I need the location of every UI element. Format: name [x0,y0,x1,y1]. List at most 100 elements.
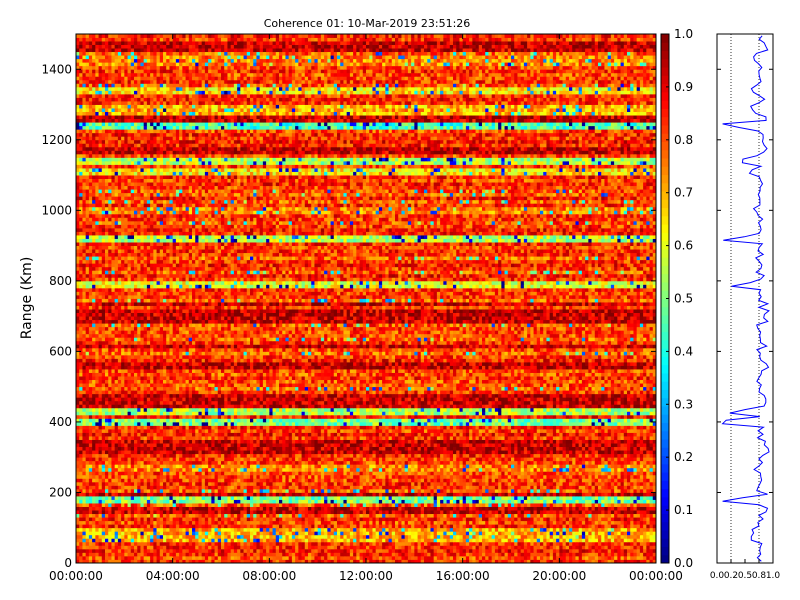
heatmap-cell [649,471,654,476]
heatmap-cell [546,474,551,479]
heatmap-cell [175,545,180,550]
heatmap-cell [285,545,290,550]
heatmap-cell [601,488,605,493]
heatmap-cell [652,485,657,490]
heatmap-cell [366,506,370,511]
heatmap-cell [279,520,283,525]
heatmap-cell [601,541,605,546]
heatmap-cell [272,488,277,493]
heatmap-cell [417,481,422,486]
heatmap-cell [578,513,583,518]
heatmap-cell [398,545,402,550]
heatmap-cell [240,478,244,483]
heatmap-cell [523,541,528,546]
heatmap-cell [465,527,470,532]
heatmap-cell [398,495,402,500]
heatmap-cell [108,495,112,500]
heatmap-cell [440,503,444,507]
heatmap-cell [349,464,354,469]
heatmap-cell [85,474,90,479]
heatmap-cell [166,474,170,479]
heatmap-cell [137,510,141,515]
heatmap-cell [562,538,567,543]
heatmap-cell [411,527,415,532]
heatmap-cell [511,534,515,539]
heatmap-cell [121,499,125,504]
heatmap-cell [369,527,373,532]
heatmap-cell [498,510,502,515]
heatmap-cell [301,527,306,532]
heatmap-cell [137,492,141,497]
heatmap-cell [511,474,515,479]
heatmap-cell [494,510,499,515]
heatmap-cell [163,492,167,497]
heatmap-cell [330,495,335,500]
heatmap-cell [330,517,335,522]
heatmap-cell [639,492,644,497]
heatmap-cell [150,555,154,560]
heatmap-cell [527,510,531,515]
heatmap-cell [639,481,644,486]
heatmap-cell [430,471,435,476]
heatmap-cell [417,538,422,543]
heatmap-cell [424,467,428,472]
heatmap-cell [237,559,241,564]
heatmap-cell [182,513,186,518]
heatmap-cell [514,538,518,543]
heatmap-cell [646,513,650,518]
heatmap-cell [465,548,470,553]
heatmap-cell [472,552,476,557]
heatmap-cell [407,531,412,536]
heatmap-cell [536,506,541,511]
heatmap-cell [581,488,586,493]
heatmap-cell [430,488,435,493]
heatmap-cell [163,548,167,553]
heatmap-cell [285,548,290,553]
heatmap-cell [275,538,280,543]
heatmap-cell [536,492,541,497]
heatmap-cell [217,471,222,476]
heatmap-cell [482,520,486,525]
heatmap-cell [627,471,631,476]
heatmap-cell [140,559,145,564]
heatmap-cell [356,545,360,550]
heatmap-cell [462,485,467,490]
heatmap-cell [372,541,377,546]
heatmap-cell [108,510,112,515]
heatmap-cell [636,485,641,490]
heatmap-cell [237,503,241,507]
heatmap-cell [536,527,541,532]
heatmap-cell [353,503,357,507]
heatmap-cell [237,499,241,504]
heatmap-cell [127,559,132,564]
heatmap-cell [298,555,302,560]
heatmap-cell [507,495,512,500]
heatmap-cell [282,548,286,553]
heatmap-cell [240,481,244,486]
heatmap-cell [469,520,473,525]
heatmap-cell [578,559,583,564]
heatmap-cell [456,474,460,479]
heatmap-cell [385,520,389,525]
heatmap-cell [581,559,586,564]
heatmap-cell [256,534,261,539]
heatmap-cell [488,478,493,483]
heatmap-cell [453,541,457,546]
heatmap-cell [224,464,228,469]
heatmap-cell [414,559,418,564]
heatmap-cell [185,467,190,472]
heatmap-cell [469,534,473,539]
heatmap-cell [404,531,409,536]
heatmap-cell [272,555,277,560]
heatmap-cell [108,492,112,497]
heatmap-cell [565,538,570,543]
heatmap-cell [124,527,128,532]
heatmap-cell [559,485,563,490]
heatmap-cell [556,503,560,507]
heatmap-cell [198,541,203,546]
heatmap-cell [346,520,351,525]
heatmap-cell [111,481,116,486]
heatmap-cell [388,499,393,504]
heatmap-cell [643,474,647,479]
heatmap-cell [198,538,203,543]
